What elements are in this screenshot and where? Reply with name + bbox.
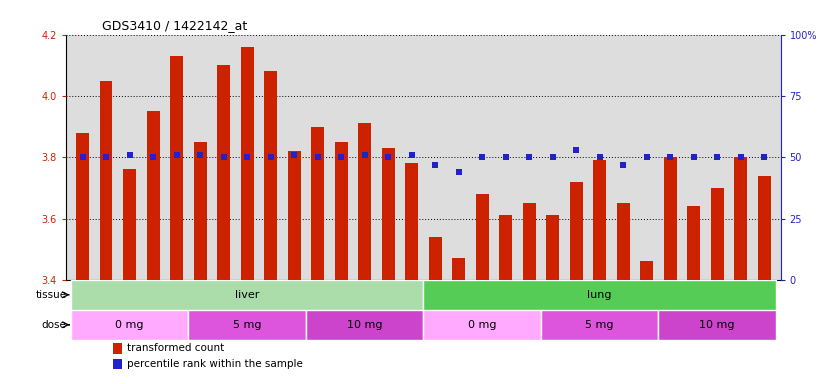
Bar — [100, 81, 112, 280]
Point — [546, 154, 559, 160]
Point — [593, 154, 606, 160]
Text: 10 mg: 10 mg — [347, 320, 382, 330]
Point — [710, 154, 724, 160]
Bar — [146, 111, 159, 280]
Text: percentile rank within the sample: percentile rank within the sample — [127, 359, 302, 369]
Bar — [188, 310, 306, 340]
Bar — [112, 359, 121, 369]
Text: 10 mg: 10 mg — [700, 320, 735, 330]
Bar — [76, 132, 89, 280]
Bar — [170, 56, 183, 280]
Bar — [193, 142, 206, 280]
Bar — [335, 142, 348, 280]
Bar — [710, 188, 724, 280]
Bar — [476, 194, 488, 280]
Point — [687, 154, 700, 160]
Point — [240, 154, 254, 160]
Bar — [757, 175, 771, 280]
Point — [76, 154, 89, 160]
Text: tissue: tissue — [36, 290, 66, 300]
Point — [123, 152, 136, 158]
Bar — [217, 65, 230, 280]
Point — [405, 152, 418, 158]
Text: lung: lung — [587, 290, 612, 300]
Point — [569, 147, 582, 153]
Bar — [240, 47, 254, 280]
Bar — [617, 203, 629, 280]
Point — [217, 154, 230, 160]
Text: GDS3410 / 1422142_at: GDS3410 / 1422142_at — [102, 19, 247, 32]
Bar — [523, 203, 535, 280]
Point — [523, 154, 536, 160]
Bar — [382, 148, 395, 280]
Point — [476, 154, 489, 160]
Bar — [264, 71, 277, 280]
Point — [499, 154, 512, 160]
Bar — [687, 206, 700, 280]
Text: 5 mg: 5 mg — [233, 320, 261, 330]
Text: 0 mg: 0 mg — [468, 320, 496, 330]
Point — [452, 169, 465, 175]
Bar — [311, 127, 324, 280]
Bar — [570, 182, 582, 280]
Bar — [663, 157, 676, 280]
Point — [382, 154, 395, 160]
Bar — [71, 310, 188, 340]
Bar — [499, 215, 512, 280]
Point — [170, 152, 183, 158]
Point — [146, 154, 159, 160]
Text: dose: dose — [41, 320, 66, 330]
Bar — [358, 124, 371, 280]
Text: 5 mg: 5 mg — [586, 320, 614, 330]
Point — [335, 154, 348, 160]
Point — [640, 154, 653, 160]
Point — [429, 162, 442, 168]
Point — [734, 154, 748, 160]
Bar — [423, 280, 776, 310]
Bar — [658, 310, 776, 340]
Bar — [306, 310, 423, 340]
Bar — [593, 160, 606, 280]
Text: transformed count: transformed count — [127, 343, 224, 353]
Point — [757, 154, 771, 160]
Point — [358, 152, 371, 158]
Bar — [541, 310, 658, 340]
Point — [193, 152, 206, 158]
Bar — [546, 215, 559, 280]
Bar — [405, 163, 418, 280]
Bar — [734, 157, 747, 280]
Bar — [640, 262, 653, 280]
Point — [287, 152, 301, 158]
Bar — [287, 151, 301, 280]
Point — [99, 154, 112, 160]
Bar — [123, 169, 136, 280]
Bar — [452, 258, 465, 280]
Point — [311, 154, 324, 160]
Point — [264, 154, 278, 160]
Bar — [429, 237, 442, 280]
Bar — [112, 343, 121, 354]
Point — [616, 162, 629, 168]
Bar — [423, 310, 541, 340]
Bar — [71, 280, 423, 310]
Point — [663, 154, 676, 160]
Text: liver: liver — [235, 290, 259, 300]
Text: 0 mg: 0 mg — [116, 320, 144, 330]
